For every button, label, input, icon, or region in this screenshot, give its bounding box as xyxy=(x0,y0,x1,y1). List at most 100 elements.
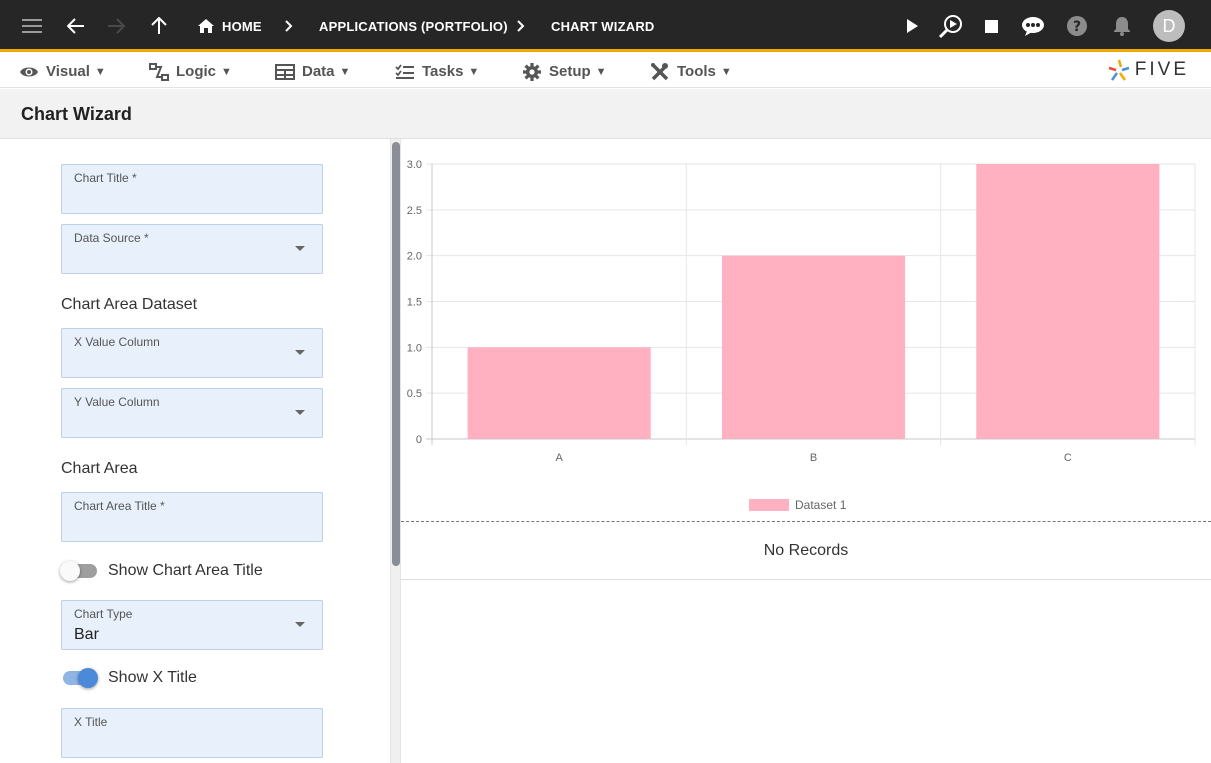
form-scrollbar[interactable] xyxy=(390,139,401,763)
y-value-column-label: Y Value Column xyxy=(74,395,160,409)
x-title-field[interactable]: X Title xyxy=(61,708,323,758)
menu-logic[interactable]: Logic ▼ xyxy=(149,55,232,88)
chart-preview: 0 0.5 1.0 1.5 2.0 2.5 3.0 A B C Dataset 1 xyxy=(401,139,1211,521)
chevron-right-icon xyxy=(282,0,296,52)
bar xyxy=(721,255,906,439)
table-icon xyxy=(275,63,295,80)
chart-type-label: Chart Type xyxy=(74,607,133,621)
chart-wizard-form: Chart Title * Data Source * Chart Area D… xyxy=(0,139,390,763)
checklist-icon xyxy=(395,63,414,79)
y-tick-label: 3.0 xyxy=(407,159,422,171)
chat-icon[interactable] xyxy=(1020,0,1046,52)
y-tick-label: 2.0 xyxy=(407,251,422,263)
x-tick-label: B xyxy=(810,452,817,464)
show-chart-area-title-toggle[interactable] xyxy=(60,559,98,583)
data-source-label: Data Source * xyxy=(74,231,149,245)
bell-icon[interactable] xyxy=(1111,0,1133,52)
menu-tasks[interactable]: Tasks ▼ xyxy=(395,55,479,88)
chart-title-field[interactable]: Chart Title * xyxy=(61,164,323,214)
menu-visual-label: Visual xyxy=(46,63,90,80)
menu-logic-label: Logic xyxy=(176,63,216,80)
five-star-logo-icon xyxy=(1108,59,1130,81)
x-tick-label: C xyxy=(1064,452,1072,464)
menu-tasks-label: Tasks xyxy=(422,63,464,80)
menu-tools[interactable]: Tools ▼ xyxy=(650,55,732,88)
x-title-label: X Title xyxy=(74,715,108,729)
five-logo: FIVE xyxy=(1107,55,1189,85)
menu-data-label: Data xyxy=(302,63,335,80)
bar xyxy=(976,164,1160,439)
eye-icon xyxy=(20,67,38,76)
menu-tools-caret: ▼ xyxy=(720,65,732,78)
chart-area-dataset-heading: Chart Area Dataset xyxy=(61,296,198,313)
five-logo-text: FIVE xyxy=(1134,59,1189,80)
y-tick-label: 0 xyxy=(416,434,422,446)
menu-logic-caret: ▼ xyxy=(221,65,232,78)
breadcrumb-home[interactable]: HOME xyxy=(222,18,262,34)
inspect-icon[interactable] xyxy=(938,0,964,52)
show-chart-area-title-label: Show Chart Area Title xyxy=(108,562,263,579)
menu-tools-label: Tools xyxy=(677,63,716,80)
show-x-title-row: Show X Title xyxy=(60,666,197,690)
menu-data-caret: ▼ xyxy=(339,65,351,78)
dropdown-arrow-icon xyxy=(295,246,305,251)
home-icon[interactable] xyxy=(196,0,216,52)
chart-area-heading: Chart Area xyxy=(61,460,138,477)
up-arrow-icon[interactable] xyxy=(148,0,170,52)
x-tick-label: A xyxy=(555,452,563,464)
show-x-title-toggle[interactable] xyxy=(60,666,98,690)
chart-type-value: Bar xyxy=(74,626,99,643)
dropdown-arrow-icon xyxy=(295,622,305,627)
chart-divider xyxy=(401,521,1211,522)
chart-title-label: Chart Title * xyxy=(74,171,137,185)
scrollbar-thumb[interactable] xyxy=(392,142,400,566)
chevron-right-icon xyxy=(514,0,528,52)
tools-icon xyxy=(651,62,669,80)
menu-data[interactable]: Data ▼ xyxy=(275,55,350,88)
menu-icon[interactable] xyxy=(20,0,44,52)
data-source-select[interactable]: Data Source * xyxy=(61,224,323,274)
gear-icon xyxy=(523,62,541,81)
menu-setup-label: Setup xyxy=(549,63,591,80)
page-title: Chart Wizard xyxy=(21,104,132,124)
y-tick-label: 1.5 xyxy=(407,297,422,309)
y-tick-label: 0.5 xyxy=(407,388,422,400)
menu-tasks-caret: ▼ xyxy=(468,65,480,78)
flow-icon xyxy=(149,62,169,81)
toggle-knob xyxy=(60,561,80,581)
legend-swatch xyxy=(749,499,789,511)
chart-type-select[interactable]: Chart Type Bar xyxy=(61,600,323,650)
no-records-message: No Records xyxy=(401,522,1211,580)
play-icon[interactable] xyxy=(903,0,921,52)
legend-label: Dataset 1 xyxy=(795,498,847,512)
svg-text:?: ? xyxy=(1073,19,1081,35)
x-value-column-label: X Value Column xyxy=(74,335,160,349)
page-header: Chart Wizard xyxy=(0,89,1211,139)
y-value-column-select[interactable]: Y Value Column xyxy=(61,388,323,438)
bar xyxy=(467,347,651,439)
menu-setup[interactable]: Setup ▼ xyxy=(522,55,607,88)
y-tick-label: 2.5 xyxy=(407,205,422,217)
menu-setup-caret: ▼ xyxy=(595,65,607,78)
chart-area-title-label: Chart Area Title * xyxy=(74,499,165,513)
stop-icon[interactable] xyxy=(983,0,999,52)
show-x-title-label: Show X Title xyxy=(108,669,197,686)
top-app-bar: HOME APPLICATIONS (PORTFOLIO) CHART WIZA… xyxy=(0,0,1211,52)
breadcrumb-chart-wizard: CHART WIZARD xyxy=(551,18,655,34)
show-chart-area-title-row: Show Chart Area Title xyxy=(60,559,263,583)
bar-chart: 0 0.5 1.0 1.5 2.0 2.5 3.0 A B C Dataset 1 xyxy=(407,159,1196,512)
toggle-knob xyxy=(78,668,98,688)
dropdown-arrow-icon xyxy=(295,350,305,355)
back-arrow-icon[interactable] xyxy=(64,0,88,52)
help-icon[interactable]: ? xyxy=(1065,0,1089,52)
avatar-letter: D xyxy=(1153,10,1185,42)
breadcrumb-applications[interactable]: APPLICATIONS (PORTFOLIO) xyxy=(319,18,508,34)
dropdown-arrow-icon xyxy=(295,410,305,415)
chart-area-title-field[interactable]: Chart Area Title * xyxy=(61,492,323,542)
forward-arrow-icon[interactable] xyxy=(104,0,128,52)
menu-visual-caret: ▼ xyxy=(94,65,106,78)
menu-visual[interactable]: Visual ▼ xyxy=(19,55,106,88)
x-value-column-select[interactable]: X Value Column xyxy=(61,328,323,378)
avatar[interactable]: D xyxy=(1153,0,1185,52)
y-tick-label: 1.0 xyxy=(407,342,422,354)
